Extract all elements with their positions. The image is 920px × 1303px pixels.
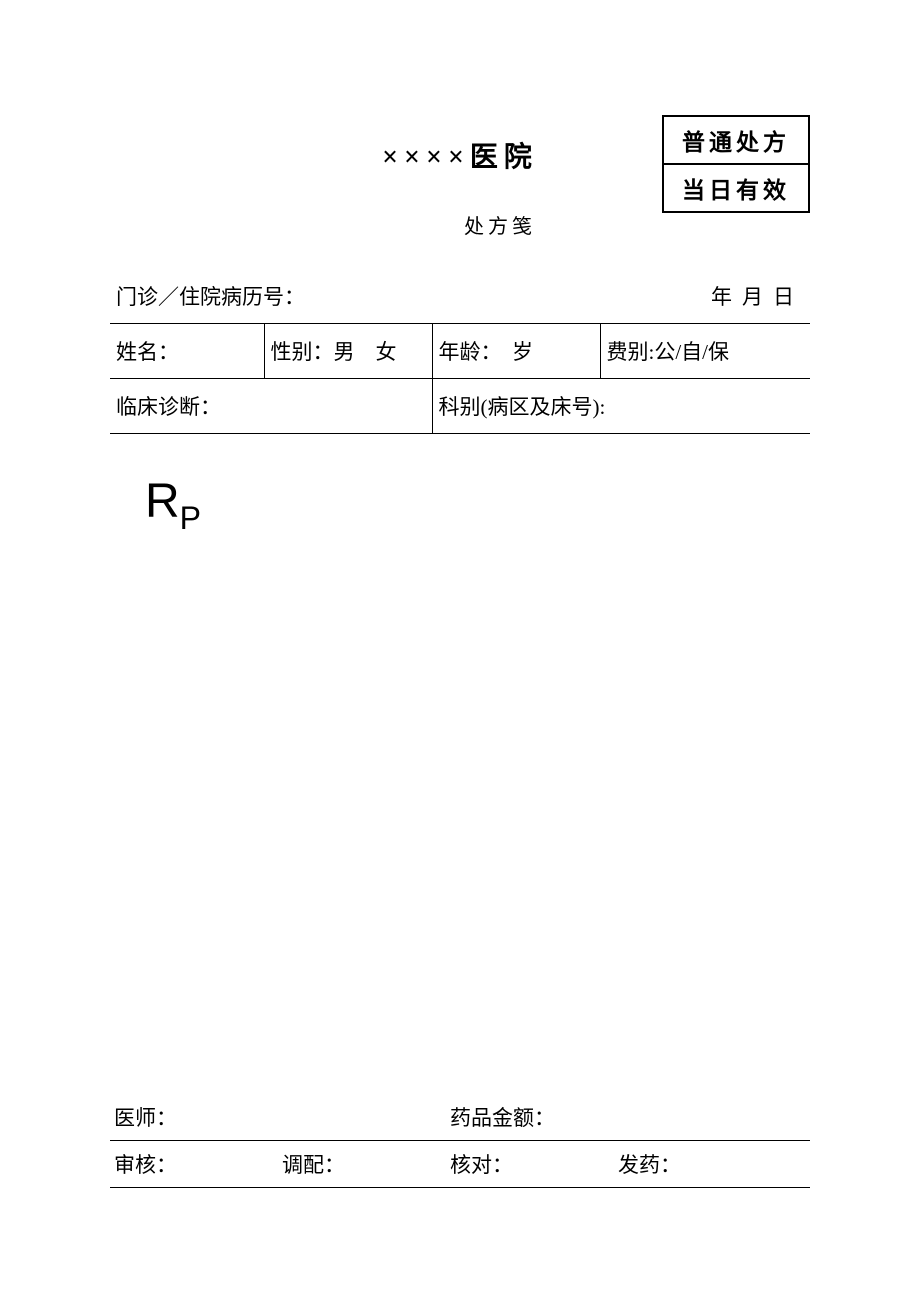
rp-p: P [180,500,201,536]
department-label: 科别(病区及床号): [432,379,810,434]
date-field: 年月日 [432,269,810,324]
rp-r: R [145,475,180,528]
year-label: 年 [711,285,742,309]
issue-label: 发药： [614,1141,810,1188]
name-label: 姓名： [110,324,264,379]
diagnosis-label: 临床诊断： [110,379,432,434]
prescription-page: 普通处方 当日有效 ××××医院 处方笺 门诊／住院病历号： 年月日 姓名： 性… [0,0,920,1188]
day-label: 日 [773,285,804,309]
fee-type-label: 费别:公/自/保 [600,324,810,379]
signature-table: 医师： 药品金额： 审核： 调配： 核对： 发药： [110,1094,810,1188]
prescription-body [110,529,810,1094]
amount-label: 药品金额： [446,1094,810,1141]
review-label: 审核： [110,1141,278,1188]
record-number-label: 门诊／住院病历号： [110,269,432,324]
doctor-label: 医师： [110,1094,446,1141]
patient-info-table: 门诊／住院病历号： 年月日 姓名： 性别：男 女 年龄： 岁 费别:公/自/保 … [110,269,810,434]
dispense-label: 调配： [278,1141,446,1188]
month-label: 月 [742,285,773,309]
stamp-line-2: 当日有效 [664,165,808,211]
validity-stamp: 普通处方 当日有效 [662,115,810,213]
gender-label: 性别：男 女 [264,324,432,379]
document-type: 处方笺 [190,210,810,239]
rp-symbol: RP [145,474,810,529]
check-label: 核对： [446,1141,614,1188]
stamp-line-1: 普通处方 [664,117,808,165]
age-label: 年龄： 岁 [432,324,600,379]
